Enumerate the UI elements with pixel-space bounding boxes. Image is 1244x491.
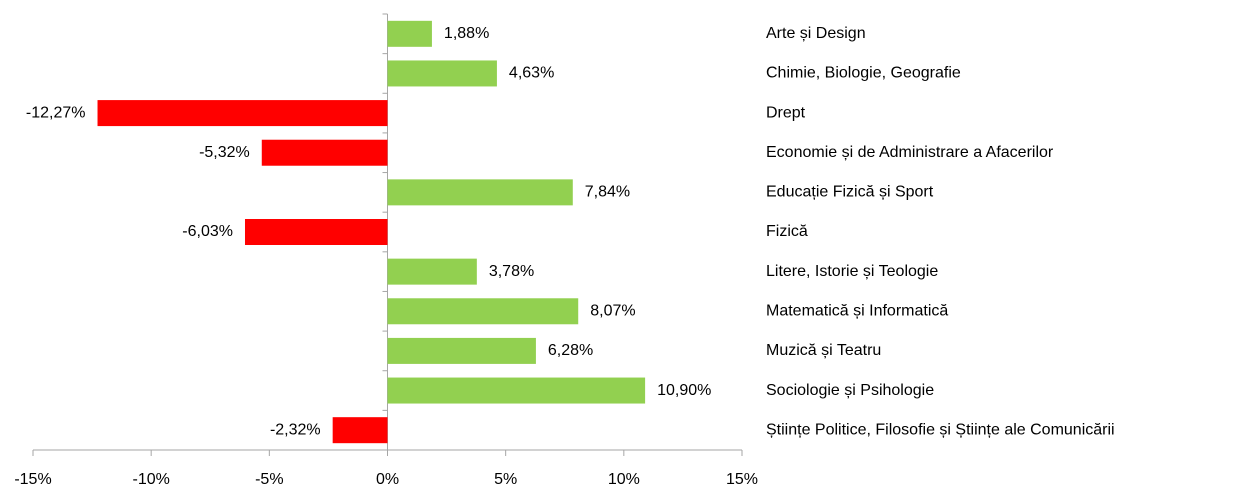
bar — [244, 219, 388, 245]
bar — [261, 139, 388, 166]
category-label: Litere, Istorie și Teologie — [766, 263, 938, 280]
x-tick-label: 0% — [376, 471, 399, 488]
bar — [387, 20, 432, 47]
value-label: -12,27% — [26, 104, 86, 121]
value-label: 10,90% — [657, 382, 711, 399]
value-label: 6,28% — [548, 342, 593, 359]
category-label: Matematică și Informatică — [766, 302, 948, 319]
value-label: 8,07% — [590, 302, 635, 319]
category-label: Arte și Design — [766, 25, 866, 42]
value-label: 1,88% — [444, 25, 489, 42]
bar — [387, 377, 646, 404]
category-label: Fizică — [766, 223, 808, 240]
category-label: Sociologie și Psihologie — [766, 382, 934, 399]
bar — [387, 179, 573, 206]
value-label: -5,32% — [199, 144, 250, 161]
x-tick-label: 15% — [726, 471, 758, 488]
bar — [97, 100, 388, 127]
x-tick-label: 5% — [494, 471, 517, 488]
value-label: 7,84% — [585, 184, 630, 201]
category-label: Drept — [766, 104, 806, 121]
x-tick-label: 10% — [608, 471, 640, 488]
category-label: Educație Fizică și Sport — [766, 184, 934, 201]
category-label: Științe Politice, Filosofie și Științe a… — [766, 421, 1115, 438]
value-label: 4,63% — [509, 65, 554, 82]
category-label: Chimie, Biologie, Geografie — [766, 65, 961, 82]
bar — [332, 417, 388, 444]
bar — [387, 60, 497, 87]
category-label: Economie și de Administrare a Afacerilor — [766, 144, 1054, 161]
x-tick-label: -10% — [132, 471, 169, 488]
value-label: 3,78% — [489, 263, 534, 280]
value-label: -2,32% — [270, 421, 321, 438]
category-label: Muzică și Teatru — [766, 342, 881, 359]
value-label: -6,03% — [182, 223, 233, 240]
x-tick-label: -5% — [255, 471, 283, 488]
bar — [387, 298, 579, 325]
bar — [387, 337, 536, 364]
x-tick-label: -15% — [14, 471, 51, 488]
bar — [387, 258, 477, 285]
